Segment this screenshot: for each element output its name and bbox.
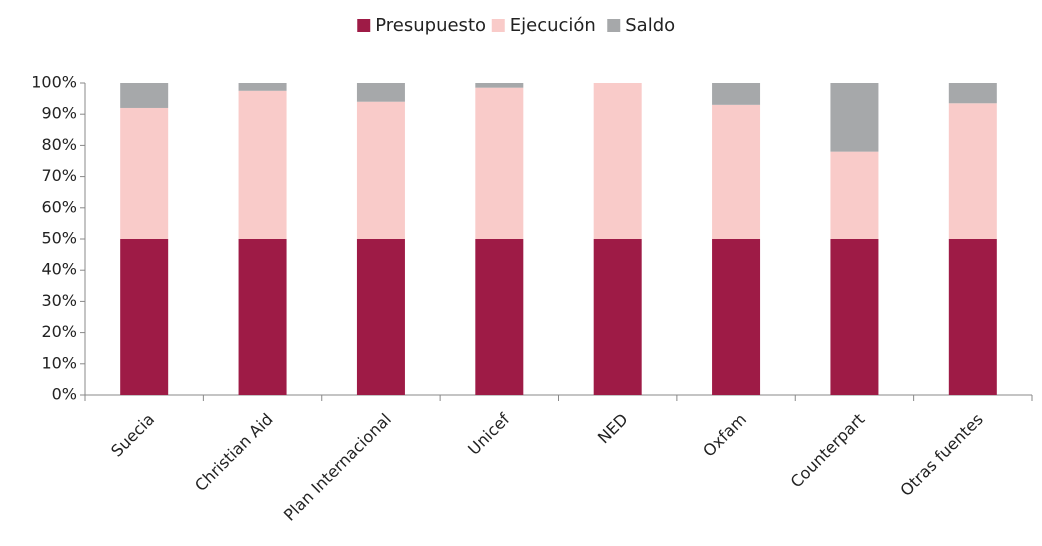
y-tick-label: 60% xyxy=(41,197,77,216)
x-tick-label: Unicef xyxy=(464,409,513,458)
bar-segment xyxy=(712,83,761,105)
legend-swatch xyxy=(491,19,505,32)
bar-segment xyxy=(238,83,287,91)
bar-segment xyxy=(356,101,405,239)
legend-label: Presupuesto xyxy=(375,15,486,36)
bar-segment xyxy=(593,239,642,395)
bar-segment xyxy=(120,239,169,395)
x-tick-label: NED xyxy=(594,410,632,448)
x-tick-label: Oxfam xyxy=(699,410,750,461)
bar-segment xyxy=(475,87,524,240)
y-tick-label: 50% xyxy=(41,229,77,248)
y-tick-label: 100% xyxy=(31,73,77,92)
bar-segment xyxy=(948,239,997,395)
y-tick-label: 40% xyxy=(41,260,77,279)
y-tick-label: 90% xyxy=(41,104,77,123)
bar-segment xyxy=(238,90,287,239)
bar-segment xyxy=(593,83,642,239)
bar-segment xyxy=(475,83,524,88)
legend-swatch xyxy=(357,19,371,32)
x-tick-label: Suecia xyxy=(107,410,158,461)
bar-segment xyxy=(356,239,405,395)
x-tick-label: Otras fuentes xyxy=(896,410,986,500)
bar-segment xyxy=(948,83,997,104)
bar-segment xyxy=(712,239,761,395)
legend-swatch xyxy=(607,19,621,32)
y-tick-label: 30% xyxy=(41,291,77,310)
bar-segment xyxy=(948,103,997,239)
legend-label: Ejecución xyxy=(510,15,596,36)
y-tick-label: 80% xyxy=(41,135,77,154)
bar-segment xyxy=(356,83,405,102)
x-tick-label: Counterpart xyxy=(787,410,869,492)
bar-segment xyxy=(120,107,169,240)
y-tick-label: 20% xyxy=(41,322,77,341)
bar-segment xyxy=(238,239,287,395)
bar-segment xyxy=(475,239,524,395)
bar-segment xyxy=(830,151,879,239)
y-tick-label: 10% xyxy=(41,353,77,372)
bar-segment xyxy=(120,83,169,108)
bar-segment xyxy=(830,239,879,395)
x-tick-label: Christian Aid xyxy=(191,410,277,496)
bar-segment xyxy=(830,83,879,152)
bar-segment xyxy=(712,104,761,239)
legend-label: Saldo xyxy=(625,15,675,36)
x-tick-label: Plan Internacional xyxy=(280,410,395,525)
y-tick-label: 0% xyxy=(52,385,77,404)
y-tick-label: 70% xyxy=(41,166,77,185)
